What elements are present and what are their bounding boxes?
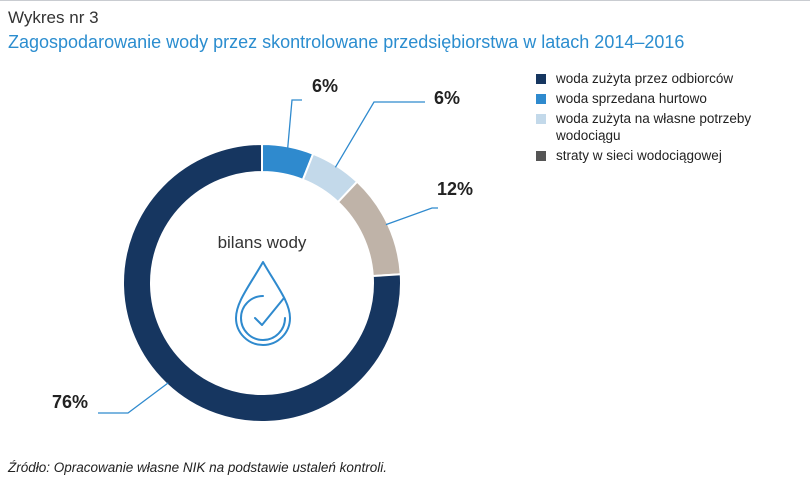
legend-swatch	[536, 151, 546, 161]
percent-label: 6%	[434, 88, 460, 108]
leader-lines	[98, 99, 438, 414]
legend-item: woda zużyta na własne potrzeby wodociągu	[536, 110, 806, 144]
top-divider	[0, 0, 810, 1]
percent-label: 12%	[437, 179, 473, 199]
leader-line	[385, 207, 438, 226]
leader-line	[287, 99, 302, 149]
leader-line	[98, 382, 169, 414]
percent-labels: 6% 6% 12% 76%	[52, 76, 473, 412]
legend-label: woda zużyta na własne potrzeby wodociągu	[556, 111, 752, 143]
center-label: bilans wody	[218, 233, 307, 252]
source-note: Źródło: Opracowanie własne NIK na podsta…	[8, 460, 387, 475]
legend-item: woda sprzedana hurtowo	[536, 90, 806, 107]
legend-swatch	[536, 74, 546, 84]
legend-label: straty w sieci wodociągowej	[556, 148, 722, 163]
legend-item: straty w sieci wodociągowej	[536, 147, 806, 164]
legend-item: woda zużyta przez odbiorców	[536, 70, 806, 87]
leader-line	[334, 101, 425, 168]
donut-slice	[122, 142, 402, 423]
percent-label: 76%	[52, 392, 88, 412]
legend: woda zużyta przez odbiorców woda sprzedan…	[536, 70, 806, 167]
water-drop-check-icon	[235, 261, 291, 346]
donut-slices	[122, 142, 402, 423]
legend-label: woda zużyta przez odbiorców	[556, 71, 734, 86]
legend-swatch	[536, 94, 546, 104]
legend-label: woda sprzedana hurtowo	[556, 91, 707, 106]
legend-swatch	[536, 114, 546, 124]
chart-number: Wykres nr 3	[8, 8, 99, 27]
donut-slice	[336, 180, 402, 278]
chart-title: Zagospodarowanie wody przez skontrolowan…	[8, 32, 685, 52]
percent-label: 6%	[312, 76, 338, 96]
